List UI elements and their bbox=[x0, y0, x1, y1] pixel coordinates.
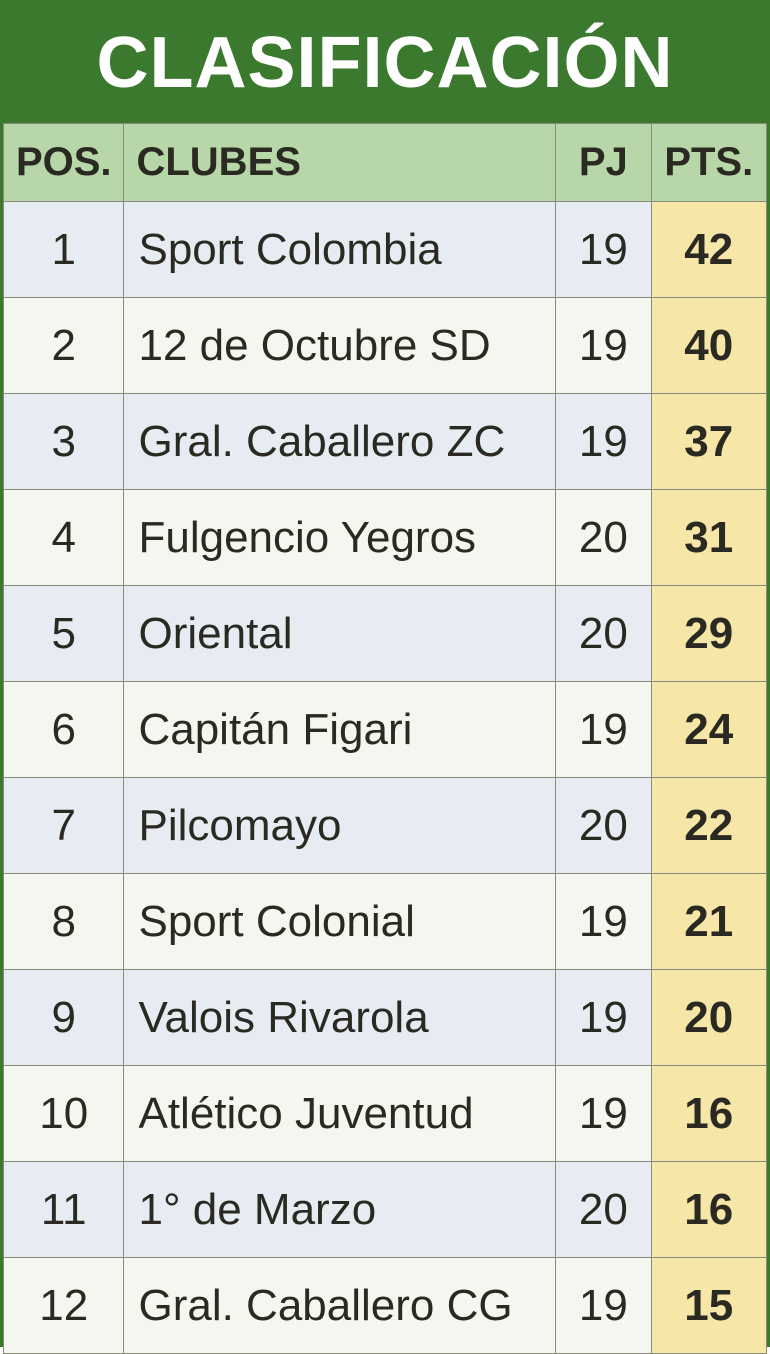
table-row: 3Gral. Caballero ZC1937 bbox=[4, 394, 767, 490]
table-row: 7Pilcomayo2022 bbox=[4, 778, 767, 874]
cell-pos: 4 bbox=[4, 490, 124, 586]
table-row: 8Sport Colonial1921 bbox=[4, 874, 767, 970]
cell-pos: 2 bbox=[4, 298, 124, 394]
cell-club: Capitán Figari bbox=[124, 682, 556, 778]
cell-club: Gral. Caballero ZC bbox=[124, 394, 556, 490]
cell-pts: 42 bbox=[651, 202, 766, 298]
cell-pts: 22 bbox=[651, 778, 766, 874]
cell-club: Valois Rivarola bbox=[124, 970, 556, 1066]
table-title: CLASIFICACIÓN bbox=[3, 3, 767, 123]
cell-pts: 16 bbox=[651, 1066, 766, 1162]
header-row: POS. CLUBES PJ PTS. bbox=[4, 124, 767, 202]
cell-pts: 29 bbox=[651, 586, 766, 682]
header-club: CLUBES bbox=[124, 124, 556, 202]
cell-pts: 40 bbox=[651, 298, 766, 394]
table-row: 212 de Octubre SD1940 bbox=[4, 298, 767, 394]
cell-club: Sport Colombia bbox=[124, 202, 556, 298]
table-row: 5Oriental2029 bbox=[4, 586, 767, 682]
table-row: 111° de Marzo2016 bbox=[4, 1162, 767, 1258]
cell-pj: 19 bbox=[556, 394, 651, 490]
cell-pj: 19 bbox=[556, 1258, 651, 1354]
cell-club: 1° de Marzo bbox=[124, 1162, 556, 1258]
cell-pts: 31 bbox=[651, 490, 766, 586]
table-body: 1Sport Colombia1942212 de Octubre SD1940… bbox=[4, 202, 767, 1354]
cell-pos: 8 bbox=[4, 874, 124, 970]
cell-pj: 20 bbox=[556, 586, 651, 682]
cell-pj: 20 bbox=[556, 1162, 651, 1258]
table-row: 6Capitán Figari1924 bbox=[4, 682, 767, 778]
cell-club: Oriental bbox=[124, 586, 556, 682]
cell-pos: 12 bbox=[4, 1258, 124, 1354]
cell-pos: 6 bbox=[4, 682, 124, 778]
cell-pj: 19 bbox=[556, 970, 651, 1066]
cell-club: Gral. Caballero CG bbox=[124, 1258, 556, 1354]
table-row: 1Sport Colombia1942 bbox=[4, 202, 767, 298]
standings-table-container: CLASIFICACIÓN POS. CLUBES PJ PTS. 1Sport… bbox=[0, 0, 770, 1347]
cell-pts: 37 bbox=[651, 394, 766, 490]
cell-club: Pilcomayo bbox=[124, 778, 556, 874]
header-pj: PJ bbox=[556, 124, 651, 202]
cell-pj: 19 bbox=[556, 298, 651, 394]
table-row: 10Atlético Juventud1916 bbox=[4, 1066, 767, 1162]
cell-pts: 24 bbox=[651, 682, 766, 778]
cell-pj: 19 bbox=[556, 202, 651, 298]
cell-pj: 19 bbox=[556, 682, 651, 778]
cell-pj: 20 bbox=[556, 490, 651, 586]
header-pos: POS. bbox=[4, 124, 124, 202]
table-row: 12Gral. Caballero CG1915 bbox=[4, 1258, 767, 1354]
cell-club: Fulgencio Yegros bbox=[124, 490, 556, 586]
standings-table: POS. CLUBES PJ PTS. 1Sport Colombia19422… bbox=[3, 123, 767, 1354]
cell-pos: 3 bbox=[4, 394, 124, 490]
header-pts: PTS. bbox=[651, 124, 766, 202]
cell-club: Atlético Juventud bbox=[124, 1066, 556, 1162]
cell-pos: 9 bbox=[4, 970, 124, 1066]
cell-pj: 19 bbox=[556, 1066, 651, 1162]
cell-pos: 11 bbox=[4, 1162, 124, 1258]
cell-club: 12 de Octubre SD bbox=[124, 298, 556, 394]
cell-pos: 5 bbox=[4, 586, 124, 682]
cell-club: Sport Colonial bbox=[124, 874, 556, 970]
cell-pts: 21 bbox=[651, 874, 766, 970]
cell-pos: 10 bbox=[4, 1066, 124, 1162]
cell-pts: 20 bbox=[651, 970, 766, 1066]
cell-pos: 1 bbox=[4, 202, 124, 298]
table-row: 9Valois Rivarola1920 bbox=[4, 970, 767, 1066]
cell-pts: 15 bbox=[651, 1258, 766, 1354]
table-row: 4Fulgencio Yegros2031 bbox=[4, 490, 767, 586]
cell-pj: 19 bbox=[556, 874, 651, 970]
cell-pts: 16 bbox=[651, 1162, 766, 1258]
cell-pos: 7 bbox=[4, 778, 124, 874]
cell-pj: 20 bbox=[556, 778, 651, 874]
